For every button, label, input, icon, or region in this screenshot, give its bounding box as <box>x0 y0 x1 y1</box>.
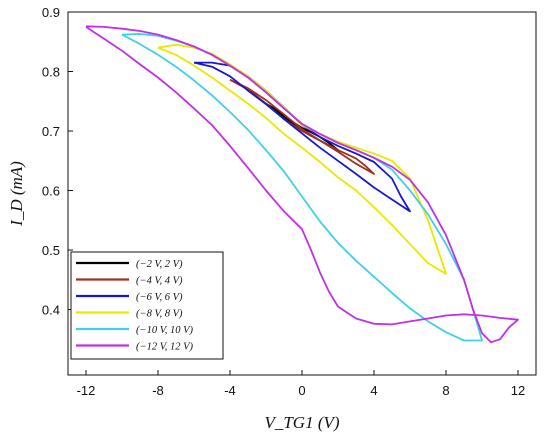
y-axis-label: I_D (mA) <box>7 161 26 227</box>
legend-label: (−4 V, 4 V) <box>136 276 183 287</box>
x-tick-label: -12 <box>77 383 96 398</box>
legend-box <box>70 251 224 360</box>
x-axis-label: V_TG1 (V) <box>264 413 339 432</box>
y-tick-label: 0.7 <box>42 124 60 139</box>
y-tick-label: 0.4 <box>42 303 60 318</box>
y-tick-label: 0.5 <box>42 243 60 258</box>
legend-label: (−8 V, 8 V) <box>136 309 183 320</box>
legend-label: (−12 V, 12 V) <box>136 342 194 353</box>
series-line-6 <box>85 25 519 344</box>
axis-ticks: -12 -8 -4 0 4 8 12 0.4 0.5 0.6 0.7 0.8 0.9 <box>42 5 525 398</box>
x-tick-label: 12 <box>511 383 525 398</box>
series-line-4 <box>157 43 447 275</box>
series-curves <box>85 25 519 344</box>
legend: (−2 V, 2 V) (−4 V, 4 V) (−6 V, 6 V) (−8 V, … <box>70 251 224 360</box>
series-line-3 <box>193 61 411 213</box>
y-tick-label: 0.8 <box>42 65 60 80</box>
x-tick-label: 4 <box>370 383 377 398</box>
x-tick-label: -4 <box>224 383 236 398</box>
legend-label: (−10 V, 10 V) <box>136 325 194 336</box>
y-tick-label: 0.9 <box>42 5 60 20</box>
x-tick-label: 0 <box>298 383 305 398</box>
x-tick-label: -8 <box>152 383 164 398</box>
legend-label: (−2 V, 2 V) <box>136 259 183 270</box>
legend-label: (−6 V, 6 V) <box>136 292 183 303</box>
y-tick-label: 0.6 <box>42 184 60 199</box>
x-tick-label: 8 <box>442 383 449 398</box>
